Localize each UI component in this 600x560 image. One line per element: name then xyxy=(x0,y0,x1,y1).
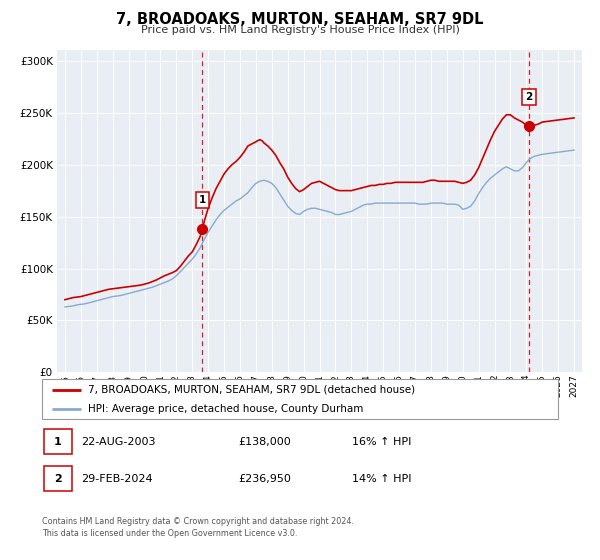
Text: This data is licensed under the Open Government Licence v3.0.: This data is licensed under the Open Gov… xyxy=(42,529,298,538)
Text: 14% ↑ HPI: 14% ↑ HPI xyxy=(352,474,411,484)
Text: 7, BROADOAKS, MURTON, SEAHAM, SR7 9DL (detached house): 7, BROADOAKS, MURTON, SEAHAM, SR7 9DL (d… xyxy=(88,385,416,395)
Text: Price paid vs. HM Land Registry's House Price Index (HPI): Price paid vs. HM Land Registry's House … xyxy=(140,25,460,35)
Text: £138,000: £138,000 xyxy=(238,437,291,447)
Text: HPI: Average price, detached house, County Durham: HPI: Average price, detached house, Coun… xyxy=(88,404,364,414)
Text: 16% ↑ HPI: 16% ↑ HPI xyxy=(352,437,411,447)
Bar xyxy=(44,466,72,491)
Text: 7, BROADOAKS, MURTON, SEAHAM, SR7 9DL: 7, BROADOAKS, MURTON, SEAHAM, SR7 9DL xyxy=(116,12,484,27)
Text: 22-AUG-2003: 22-AUG-2003 xyxy=(80,437,155,447)
Text: Contains HM Land Registry data © Crown copyright and database right 2024.: Contains HM Land Registry data © Crown c… xyxy=(42,517,354,526)
Bar xyxy=(44,430,72,454)
Text: 2: 2 xyxy=(54,474,62,484)
Text: 2: 2 xyxy=(526,92,533,102)
Text: 1: 1 xyxy=(54,437,62,447)
Text: 1: 1 xyxy=(199,195,206,205)
Text: £236,950: £236,950 xyxy=(238,474,291,484)
Text: 29-FEB-2024: 29-FEB-2024 xyxy=(80,474,152,484)
